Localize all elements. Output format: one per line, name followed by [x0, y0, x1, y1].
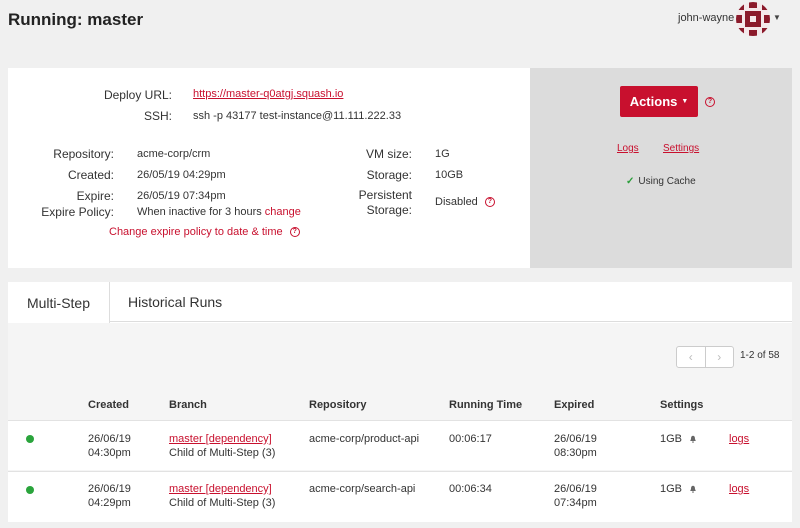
vm-size-label: VM size:	[365, 147, 412, 161]
settings-link[interactable]: Settings	[663, 143, 700, 154]
persistent-storage-text: Disabled	[435, 196, 478, 208]
row-created: 26/06/19 04:29pm	[88, 482, 131, 510]
repository-value: acme-corp/crm	[137, 148, 211, 160]
vm-size-value: 1G	[435, 148, 450, 160]
bell-icon[interactable]	[689, 435, 697, 443]
pagination-control: ‹ ›	[676, 346, 734, 368]
row-branch-link[interactable]: master [dependency]	[169, 433, 272, 445]
cache-status-text: Using Cache	[638, 176, 696, 187]
ssh-value: ssh -p 43177 test-instance@11.111.222.33	[193, 110, 402, 122]
row-created-date: 26/06/19	[88, 483, 131, 495]
expire-value: 26/05/19 07:34pm	[137, 190, 226, 202]
row-branch-child: Child of Multi-Step (3)	[169, 497, 276, 509]
row-running-time: 00:06:17	[449, 433, 492, 445]
row-logs-link[interactable]: logs	[729, 433, 750, 445]
avatar-pattern-icon	[736, 2, 770, 36]
page-title: Running: master	[8, 10, 144, 29]
row-running-time: 00:06:34	[449, 483, 492, 495]
row-settings-size: 1GB	[660, 483, 683, 495]
row-branch: master [dependency] Child of Multi-Step …	[169, 482, 275, 510]
chevron-down-icon: ▼	[681, 98, 689, 105]
row-settings-size: 1GB	[660, 433, 683, 445]
column-header-settings: Settings	[660, 399, 704, 411]
storage-value: 10GB	[435, 169, 464, 181]
pagination-count: 1-2 of 58	[740, 350, 780, 361]
table-row	[8, 471, 792, 522]
persistent-storage-value: Disabled ?	[435, 196, 495, 208]
row-settings: 1GB	[660, 482, 697, 496]
row-created-date: 26/06/19	[88, 433, 131, 445]
change-expire-policy-link[interactable]: Change expire policy to date & time	[109, 226, 283, 238]
created-value: 26/05/19 04:29pm	[137, 169, 226, 181]
status-running-dot	[26, 435, 34, 443]
actions-button[interactable]: Actions ▼	[620, 86, 698, 117]
status-running-dot	[26, 486, 34, 494]
deploy-url-link[interactable]: https://master-q0atgj.squash.io	[193, 88, 344, 100]
user-name[interactable]: john-wayne	[678, 12, 735, 24]
persistent-storage-label-top: Persistent	[358, 188, 412, 202]
column-header-created: Created	[88, 399, 129, 411]
expire-policy-help-icon[interactable]: ?	[289, 227, 300, 238]
logs-link[interactable]: Logs	[617, 143, 639, 154]
row-expired-date: 26/06/19	[554, 433, 597, 445]
expire-policy-text: When inactive for 3 hours	[137, 206, 262, 218]
storage-label: Storage:	[366, 168, 412, 182]
persistent-storage-label-bottom: Storage:	[366, 203, 412, 217]
repository-label: Repository:	[53, 147, 114, 161]
bell-icon[interactable]	[689, 485, 697, 493]
user-menu-caret-icon[interactable]: ▼	[773, 13, 781, 22]
deploy-url-label: Deploy URL:	[103, 88, 172, 102]
row-branch: master [dependency] Child of Multi-Step …	[169, 432, 275, 460]
row-repository: acme-corp/search-api	[309, 483, 416, 495]
row-expired-time: 08:30pm	[554, 447, 597, 459]
next-page-button[interactable]: ›	[704, 347, 734, 367]
persistent-storage-help-icon[interactable]: ?	[484, 197, 495, 208]
tab-multi-step[interactable]: Multi-Step	[8, 282, 110, 323]
row-expired-date: 26/06/19	[554, 483, 597, 495]
expire-label: Expire:	[76, 189, 114, 203]
row-created-time: 04:30pm	[88, 447, 131, 459]
expire-policy-value: When inactive for 3 hours change	[137, 206, 301, 218]
row-branch-link[interactable]: master [dependency]	[169, 483, 272, 495]
change-expire-policy-row: Change expire policy to date & time ?	[109, 226, 300, 238]
check-icon: ✓	[626, 176, 635, 187]
avatar[interactable]	[736, 2, 770, 36]
row-logs-link[interactable]: logs	[729, 483, 750, 495]
prev-page-button[interactable]: ‹	[688, 350, 693, 364]
row-settings: 1GB	[660, 432, 697, 446]
expire-policy-label: Expire Policy:	[41, 205, 114, 219]
row-branch-child: Child of Multi-Step (3)	[169, 447, 276, 459]
table-row	[8, 420, 792, 470]
column-header-repository: Repository	[309, 399, 367, 411]
ssh-label: SSH:	[143, 109, 172, 123]
row-expired: 26/06/19 08:30pm	[554, 432, 597, 460]
row-created: 26/06/19 04:30pm	[88, 432, 131, 460]
column-header-expired: Expired	[554, 399, 595, 411]
tab-historical-runs[interactable]: Historical Runs	[128, 294, 223, 310]
column-header-running-time: Running Time	[449, 399, 523, 411]
tab-bar	[8, 282, 792, 322]
cache-status: ✓ Using Cache	[626, 176, 696, 187]
actions-help-icon[interactable]: ?	[705, 97, 715, 107]
created-label: Created:	[67, 168, 114, 182]
row-expired: 26/06/19 07:34pm	[554, 482, 597, 510]
actions-button-label: Actions	[629, 94, 678, 109]
change-expire-link[interactable]: change	[264, 206, 301, 218]
row-repository: acme-corp/product-api	[309, 433, 420, 445]
row-expired-time: 07:34pm	[554, 497, 597, 509]
column-header-branch: Branch	[169, 399, 207, 411]
row-created-time: 04:29pm	[88, 497, 131, 509]
